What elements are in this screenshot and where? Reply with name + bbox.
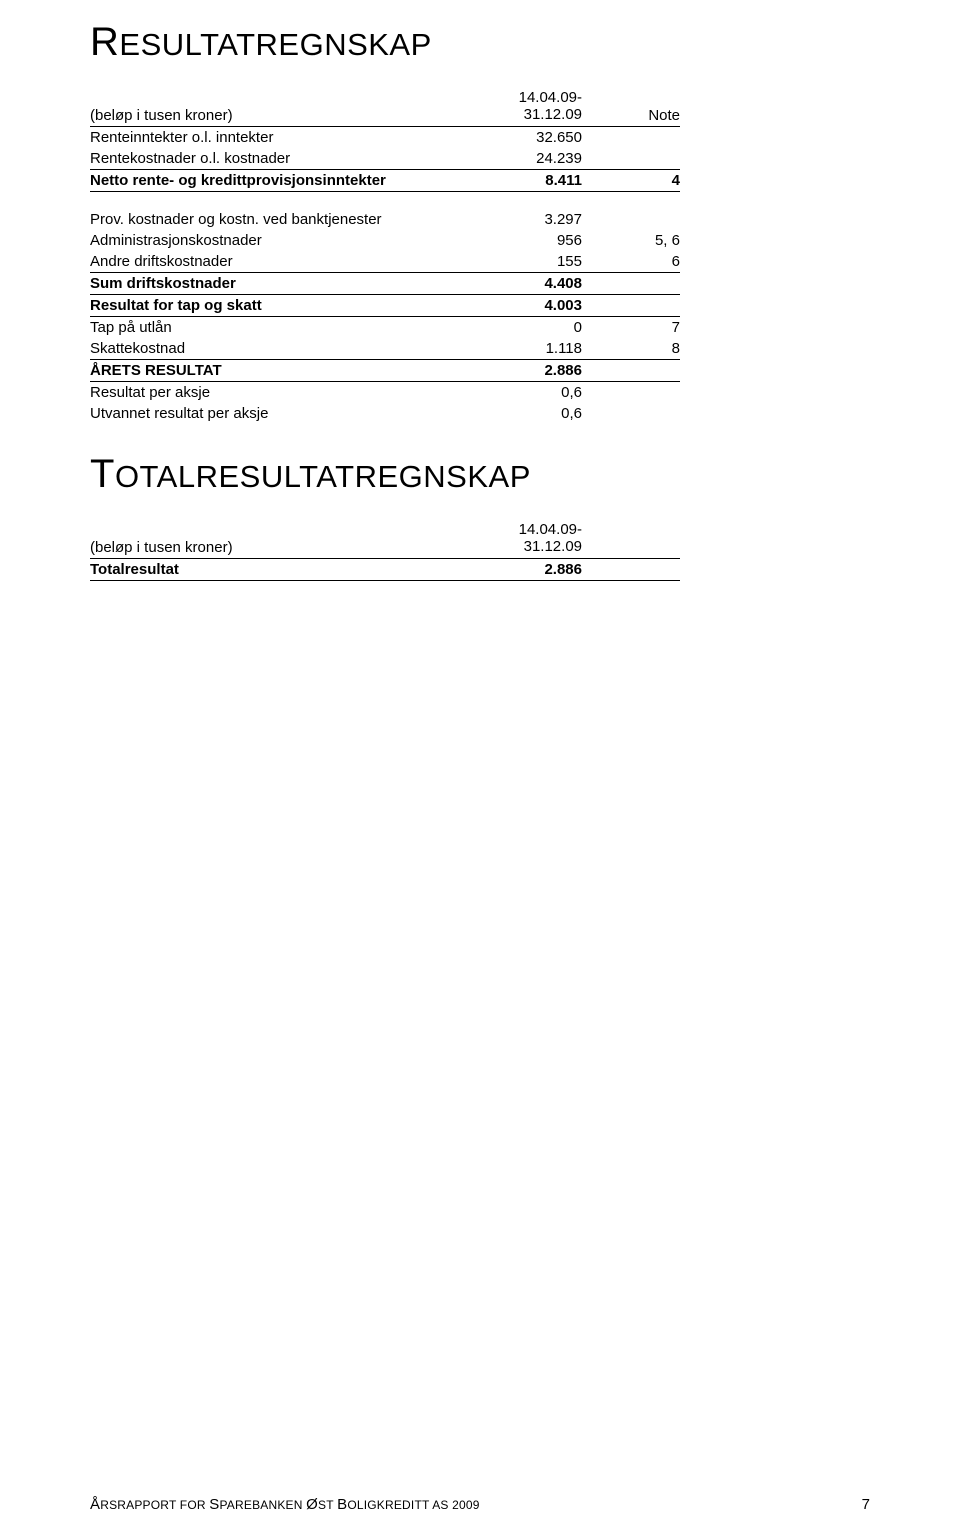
period-header-2: 14.04.09- 31.12.09: [480, 519, 590, 558]
row-note: [590, 360, 680, 382]
table-row: Prov. kostnader og kostn. ved banktjenes…: [90, 209, 680, 230]
table-row: ÅRETS RESULTAT2.886: [90, 360, 680, 382]
row-label: Administrasjonskostnader: [90, 230, 480, 251]
footer-cap: Ø: [306, 1496, 318, 1513]
row-note: [590, 273, 680, 295]
footer-cap: Å: [90, 1496, 100, 1513]
table-row: Skattekostnad1.1188: [90, 338, 680, 360]
footer-smallcaps: RSRAPPORT FOR: [100, 1498, 209, 1512]
row-note: 5, 6: [590, 230, 680, 251]
title2-first: T: [90, 452, 115, 496]
table1-subhead: (beløp i tusen kroner): [90, 87, 480, 126]
table-row: Netto rente- og kredittprovisjonsinntekt…: [90, 169, 680, 191]
footer-page-number: 7: [862, 1496, 870, 1513]
total-result-table: (beløp i tusen kroner) 14.04.09- 31.12.0…: [90, 519, 680, 581]
period-line1: 14.04.09-: [519, 89, 582, 106]
table-row: Sum driftskostnader4.408: [90, 273, 680, 295]
row-label: Prov. kostnader og kostn. ved banktjenes…: [90, 209, 480, 230]
table-row: Tap på utlån07: [90, 317, 680, 339]
table-row: Utvannet resultat per aksje0,6: [90, 403, 680, 424]
income-statement-table: (beløp i tusen kroner) 14.04.09- 31.12.0…: [90, 87, 680, 424]
row-label: Utvannet resultat per aksje: [90, 403, 480, 424]
title1-rest: ESULTATREGNSKAP: [119, 27, 431, 62]
period2-line1: 14.04.09-: [519, 521, 582, 538]
page-title-1: RESULTATREGNSKAP: [90, 20, 870, 65]
row-note: [590, 295, 680, 317]
title1-first: R: [90, 20, 119, 64]
page-title-2: TOTALRESULTATREGNSKAP: [90, 452, 870, 497]
table-row: Resultat for tap og skatt4.003: [90, 295, 680, 317]
table-row: Totalresultat2.886: [90, 558, 680, 580]
row-note: [590, 403, 680, 424]
row-value: 8.411: [480, 169, 590, 191]
row-value: 956: [480, 230, 590, 251]
row-value: 2.886: [480, 558, 590, 580]
title2-rest: OTALRESULTATREGNSKAP: [115, 459, 531, 494]
row-value: 4.408: [480, 273, 590, 295]
row-label: Andre driftskostnader: [90, 251, 480, 273]
row-note: [590, 148, 680, 170]
table-row: Resultat per aksje0,6: [90, 382, 680, 404]
period-header: 14.04.09- 31.12.09: [480, 87, 590, 126]
page-footer: ÅRSRAPPORT FOR SPAREBANKEN ØST BOLIGKRED…: [0, 1496, 960, 1513]
table-row: Administrasjonskostnader9565, 6: [90, 230, 680, 251]
note-header-2-empty: [590, 519, 680, 558]
row-label: Rentekostnader o.l. kostnader: [90, 148, 480, 170]
footer-smallcaps: OLIGKREDITT: [347, 1498, 432, 1512]
row-note: 6: [590, 251, 680, 273]
row-value: 0: [480, 317, 590, 339]
row-value: 1.118: [480, 338, 590, 360]
row-label: Totalresultat: [90, 558, 480, 580]
row-note: [590, 126, 680, 148]
row-value: 0,6: [480, 403, 590, 424]
row-value: 3.297: [480, 209, 590, 230]
row-note: 8: [590, 338, 680, 360]
footer-smallcaps: PAREBANKEN: [219, 1498, 306, 1512]
footer-smallcaps: ST: [318, 1498, 337, 1512]
row-label: Tap på utlån: [90, 317, 480, 339]
row-note: 7: [590, 317, 680, 339]
row-label: Resultat per aksje: [90, 382, 480, 404]
footer-report-title: ÅRSRAPPORT FOR SPAREBANKEN ØST BOLIGKRED…: [90, 1496, 480, 1513]
row-value: 32.650: [480, 126, 590, 148]
table2-subhead: (beløp i tusen kroner): [90, 519, 480, 558]
table-row: Renteinntekter o.l. inntekter32.650: [90, 126, 680, 148]
footer-cap: B: [337, 1496, 347, 1513]
row-value: 0,6: [480, 382, 590, 404]
row-label: Renteinntekter o.l. inntekter: [90, 126, 480, 148]
row-value: 155: [480, 251, 590, 273]
note-header: Note: [590, 87, 680, 126]
section-gap: [90, 191, 680, 209]
table-row: Andre driftskostnader1556: [90, 251, 680, 273]
row-note: [590, 558, 680, 580]
row-label: Resultat for tap og skatt: [90, 295, 480, 317]
row-value: 2.886: [480, 360, 590, 382]
row-note: 4: [590, 169, 680, 191]
row-label: Sum driftskostnader: [90, 273, 480, 295]
row-note: [590, 382, 680, 404]
row-label: ÅRETS RESULTAT: [90, 360, 480, 382]
footer-cap: S: [209, 1496, 219, 1513]
period-line2: 31.12.09: [524, 106, 582, 123]
row-label: Skattekostnad: [90, 338, 480, 360]
row-value: 4.003: [480, 295, 590, 317]
period2-line2: 31.12.09: [524, 538, 582, 555]
row-value: 24.239: [480, 148, 590, 170]
row-label: Netto rente- og kredittprovisjonsinntekt…: [90, 169, 480, 191]
footer-smallcaps: AS 2009: [432, 1498, 479, 1512]
row-note: [590, 209, 680, 230]
table-row: Rentekostnader o.l. kostnader24.239: [90, 148, 680, 170]
